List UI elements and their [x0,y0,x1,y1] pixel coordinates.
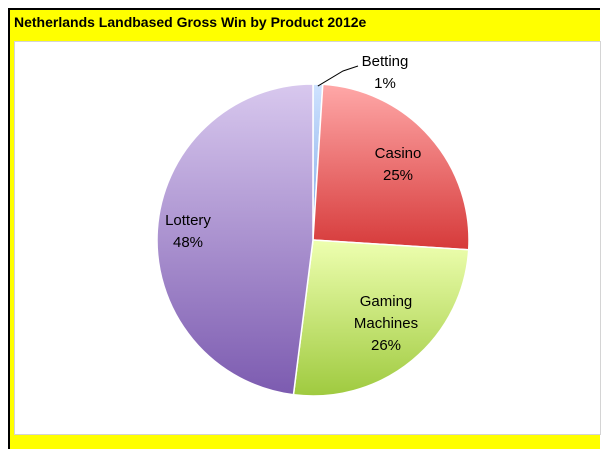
data-label-gaming-machines: Gaming Machines 26% [354,293,418,354]
pie-slice-lottery [156,83,314,396]
data-label-lottery: Lottery 48% [165,212,211,251]
pie-slice-casino [312,83,470,251]
data-label-casino: Casino 25% [375,145,422,184]
data-label-betting: Betting 1% [362,53,409,92]
leader-line-betting [317,65,359,87]
chart-title: Netherlands Landbased Gross Win by Produ… [14,14,367,30]
pie-slice-gaming-machines [292,239,470,397]
